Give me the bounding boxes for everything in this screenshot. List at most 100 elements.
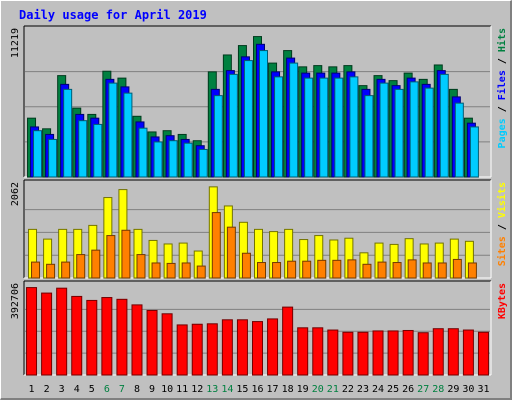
x-tick-label-day-6: 6: [104, 384, 110, 395]
bar-sites-day-19: [302, 260, 312, 279]
legend-entry-hits: Hits: [496, 28, 508, 52]
bar-kbytes-day-20: [312, 327, 324, 376]
x-tick-label-day-21: 21: [327, 384, 339, 395]
bar-kbytes-day-31: [477, 331, 489, 376]
bar-sites-day-27: [422, 262, 432, 279]
x-tick-label-day-7: 7: [119, 384, 125, 395]
bar-pages-day-27: [424, 87, 434, 178]
bar-kbytes-day-14: [221, 319, 233, 376]
bar-kbytes-day-16: [252, 321, 263, 376]
bar-pages-day-8: [138, 127, 148, 178]
bar-sites-day-8: [136, 254, 146, 279]
x-tick-label-day-15: 15: [236, 384, 248, 395]
bar-pages-day-12: [198, 148, 208, 178]
x-tick-label-day-25: 25: [387, 384, 399, 395]
bar-kbytes-day-13: [206, 323, 218, 376]
x-tick-label-day-19: 19: [297, 384, 309, 395]
bar-sites-day-26: [407, 259, 417, 279]
bar-kbytes-day-5: [86, 299, 98, 376]
bar-pages-day-7: [123, 92, 133, 178]
panel-kbytes: 392706 KBytes: [10, 280, 508, 376]
legend-entry-sites: Sites: [496, 236, 508, 266]
bar-kbytes-day-6: [101, 297, 113, 376]
bar-sites-day-3: [61, 261, 71, 279]
x-tick-label-day-22: 22: [342, 384, 354, 395]
bar-sites-day-20: [317, 259, 327, 279]
x-tick-label-day-31: 31: [477, 384, 489, 395]
x-tick-label-day-5: 5: [89, 384, 95, 395]
bar-sites-day-4: [76, 254, 86, 279]
bar-sites-day-28: [437, 262, 447, 279]
bar-kbytes-day-1: [26, 287, 38, 376]
x-tick-label-day-28: 28: [432, 384, 444, 395]
bar-kbytes-day-30: [462, 329, 474, 376]
bar-pages-day-2: [48, 138, 58, 178]
bar-pages-day-28: [439, 73, 449, 178]
legend-entry-kbytes: KBytes: [497, 283, 508, 319]
bar-sites-day-18: [287, 260, 297, 279]
bar-kbytes-day-23: [357, 331, 369, 376]
x-tick-label-day-17: 17: [267, 384, 279, 395]
bar-sites-day-6: [106, 235, 116, 279]
legend: KBytes: [497, 283, 508, 319]
x-tick-label-day-4: 4: [74, 384, 80, 395]
legend-entry-files: Files: [496, 70, 508, 100]
legend: Pages / Files / Hits: [496, 28, 508, 148]
x-tick-label-day-30: 30: [462, 384, 474, 395]
bar-kbytes-day-27: [417, 332, 429, 376]
bar-kbytes-day-4: [71, 295, 83, 376]
bar-pages-day-24: [379, 82, 389, 178]
bar-pages-day-4: [78, 120, 88, 178]
x-tick-label-day-8: 8: [134, 384, 140, 395]
x-tick-label-day-9: 9: [149, 384, 155, 395]
x-tick-label-day-1: 1: [29, 384, 35, 395]
bar-pages-day-23: [364, 95, 374, 178]
bar-kbytes-day-25: [387, 330, 399, 376]
x-tick-label-day-12: 12: [191, 384, 203, 395]
bar-kbytes-day-10: [161, 313, 173, 376]
bar-pages-day-30: [469, 126, 479, 178]
y-max-label: 11219: [10, 28, 21, 58]
chart-title: Daily usage for April 2019: [19, 8, 207, 22]
bar-sites-day-7: [121, 229, 131, 279]
x-tick-label-day-29: 29: [447, 384, 459, 395]
y-max-label: 392706: [10, 283, 21, 319]
bar-pages-day-15: [243, 60, 253, 178]
x-tick-label-day-11: 11: [176, 384, 188, 395]
legend-separator: /: [497, 100, 508, 118]
legend: Sites / Visits: [496, 182, 508, 266]
bar-pages-day-17: [274, 76, 284, 178]
bar-sites-day-29: [452, 258, 462, 279]
bar-pages-day-29: [454, 102, 464, 178]
bar-pages-day-14: [228, 73, 238, 178]
x-tick-label-day-2: 2: [44, 384, 50, 395]
panel-sites-visits: 2062 Sites / Visits: [10, 179, 508, 279]
x-tick-label-day-27: 27: [417, 384, 429, 395]
bar-pages-day-25: [394, 88, 404, 178]
bar-kbytes-day-15: [236, 319, 248, 376]
bar-sites-day-24: [377, 261, 387, 279]
bar-sites-day-11: [181, 262, 191, 279]
bar-sites-day-16: [257, 262, 266, 279]
bar-sites-day-25: [392, 262, 402, 279]
x-tick-label-day-3: 3: [59, 384, 65, 395]
bar-kbytes-day-26: [402, 329, 414, 376]
bar-sites-day-15: [241, 252, 251, 279]
bar-kbytes-day-2: [41, 292, 53, 376]
bar-kbytes-day-9: [146, 309, 158, 376]
legend-entry-pages: Pages: [497, 118, 508, 148]
bar-sites-day-9: [151, 262, 161, 279]
bar-pages-day-9: [153, 141, 163, 178]
bar-pages-day-11: [183, 142, 193, 178]
x-tick-label-day-20: 20: [312, 384, 324, 395]
x-tick-label-day-10: 10: [161, 384, 173, 395]
bar-sites-day-2: [46, 263, 56, 279]
bar-sites-day-10: [166, 262, 176, 279]
bar-kbytes-day-21: [327, 329, 339, 376]
bar-kbytes-day-12: [191, 323, 203, 376]
bar-pages-day-16: [259, 50, 268, 178]
legend-entry-visits: Visits: [496, 182, 508, 218]
bar-kbytes-day-24: [372, 330, 384, 376]
x-tick-label-day-24: 24: [372, 384, 384, 395]
